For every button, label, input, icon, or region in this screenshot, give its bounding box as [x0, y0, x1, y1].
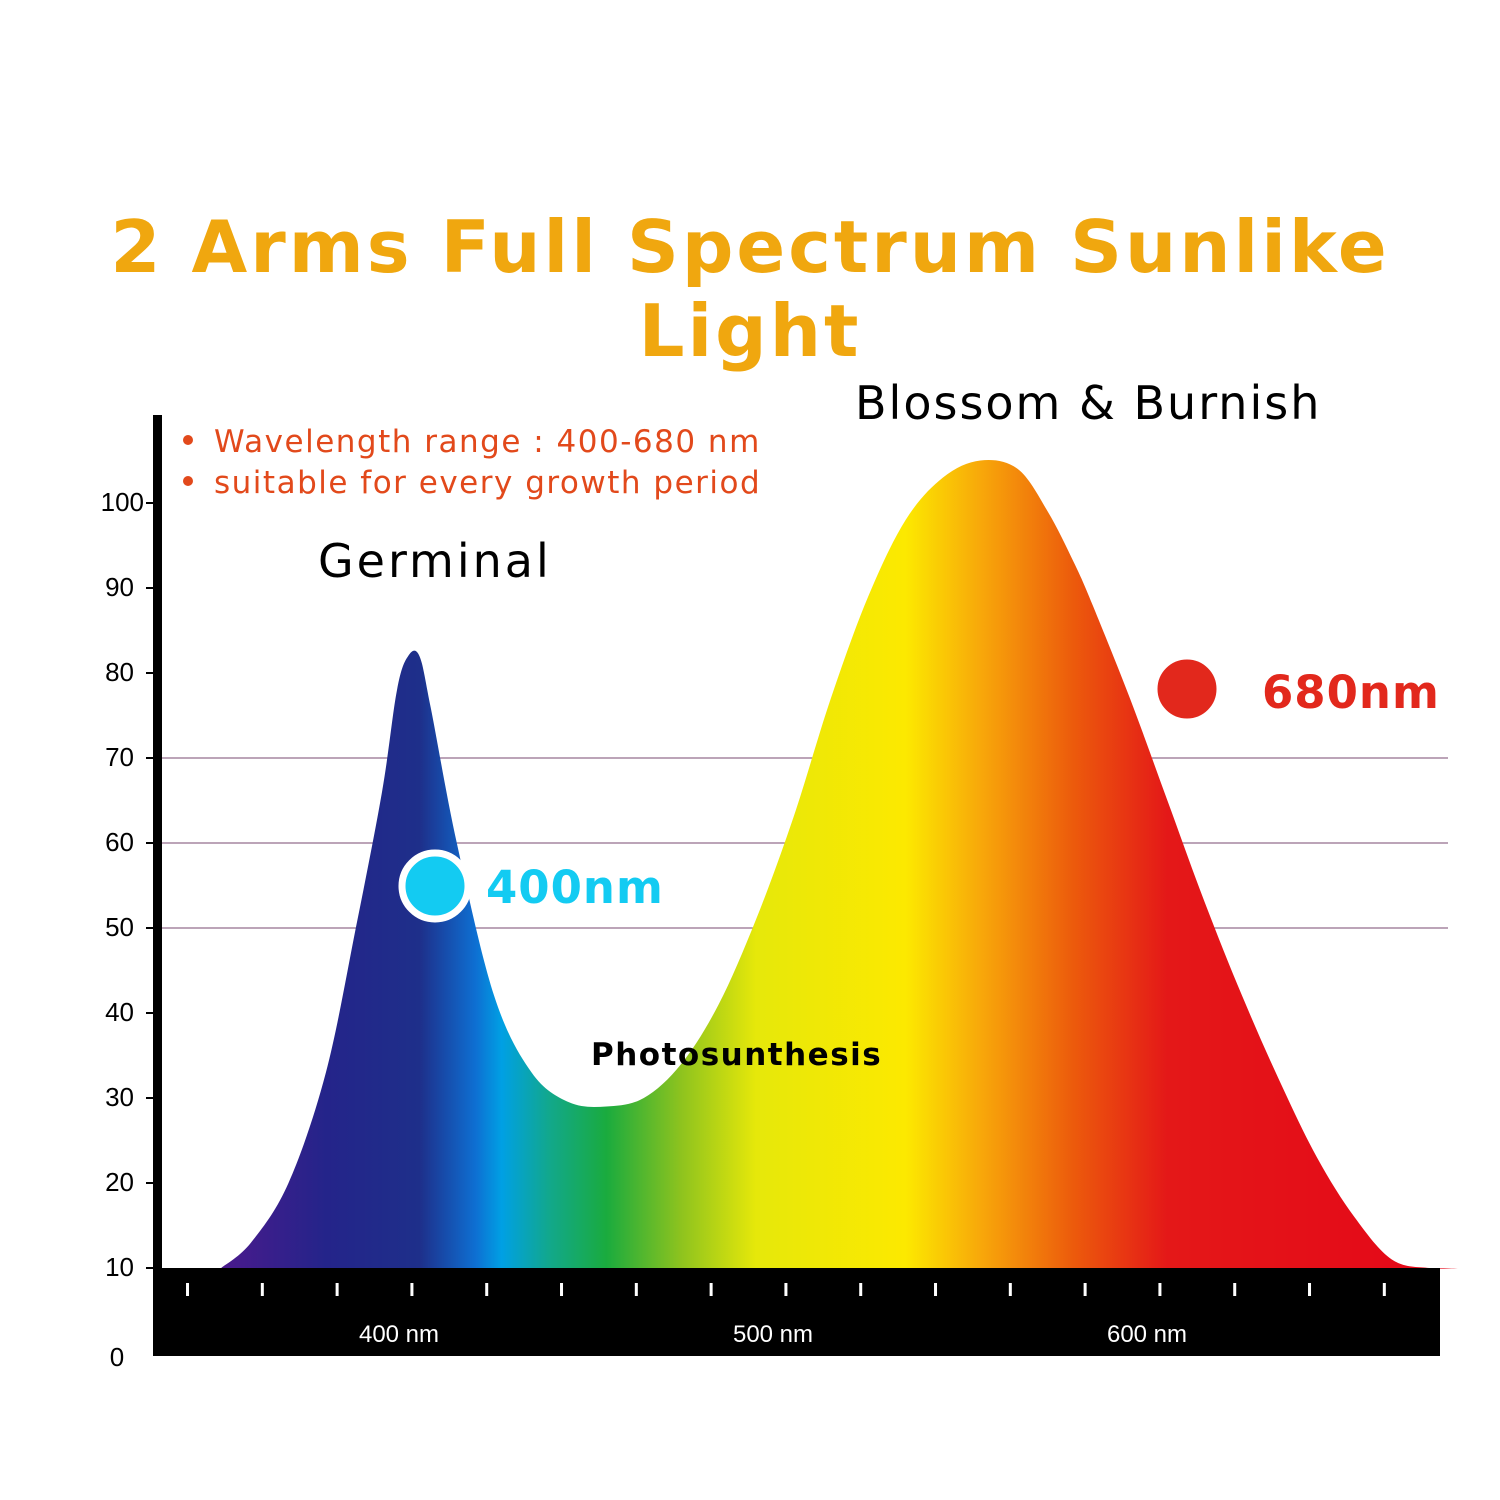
markers	[398, 652, 1224, 923]
photosynthesis-label: Photosunthesis	[591, 1037, 882, 1073]
marker-400nm-label: 400nm	[486, 861, 664, 914]
x-minor-tick	[410, 1283, 414, 1296]
x-minor-tick	[1308, 1283, 1312, 1296]
y-tick-label: 90	[105, 572, 134, 602]
x-minor-tick	[784, 1283, 788, 1296]
y-tick-label: 40	[105, 997, 134, 1027]
y-axis-line	[153, 415, 162, 1356]
bullet-dot	[183, 435, 193, 445]
y-tick-label: 20	[105, 1167, 134, 1197]
bullet-text: Wavelength range : 400-680 nm	[214, 424, 761, 460]
x-minor-tick	[1008, 1283, 1012, 1296]
marker-400nm	[398, 849, 472, 923]
blossom-label: Blossom & Burnish	[855, 376, 1321, 430]
x-tick-label: 600 nm	[1107, 1321, 1187, 1348]
germinal-label: Germinal	[318, 534, 552, 588]
y-tick-label: 50	[105, 912, 134, 942]
x-minor-tick	[560, 1283, 564, 1296]
marker-680nm-label: 680nm	[1262, 666, 1440, 719]
x-tick-label: 400 nm	[359, 1321, 439, 1348]
annotations: Wavelength range : 400-680 nm suitable fo…	[183, 376, 1440, 1073]
y-tick-label: 60	[105, 827, 134, 857]
x-axis-band	[153, 1268, 1440, 1356]
x-minor-tick	[186, 1283, 190, 1296]
x-minor-tick	[1083, 1283, 1087, 1296]
x-minor-tick	[1382, 1283, 1386, 1296]
y-tick-label: 70	[105, 742, 134, 772]
x-minor-tick	[859, 1283, 863, 1296]
bullet-text: suitable for every growth period	[214, 465, 761, 501]
y-tick-label: 80	[105, 657, 134, 687]
x-minor-tick	[485, 1283, 489, 1296]
x-minor-tick	[1233, 1283, 1237, 1296]
x-minor-tick	[934, 1283, 938, 1296]
x-minor-tick	[709, 1283, 713, 1296]
x-tick-label: 500 nm	[733, 1321, 813, 1348]
y-tick-label: 0	[110, 1342, 124, 1372]
y-tick-label: 10	[105, 1252, 134, 1282]
spectrum-area	[221, 460, 1460, 1269]
x-minor-tick	[335, 1283, 339, 1296]
x-minor-tick	[634, 1283, 638, 1296]
marker-680nm	[1150, 652, 1224, 726]
y-tick-label: 30	[105, 1082, 134, 1112]
x-minor-tick	[1158, 1283, 1162, 1296]
chart-title: 2 Arms Full Spectrum Sunlike Light	[110, 205, 1390, 373]
y-tick-label: 100	[101, 487, 144, 517]
bullet-dot	[183, 476, 193, 486]
x-minor-tick	[260, 1283, 264, 1296]
axes: 0 10 20 30 40 50 60 70 80 90 100 400 nm 500 nm 600 nm	[101, 415, 1440, 1372]
